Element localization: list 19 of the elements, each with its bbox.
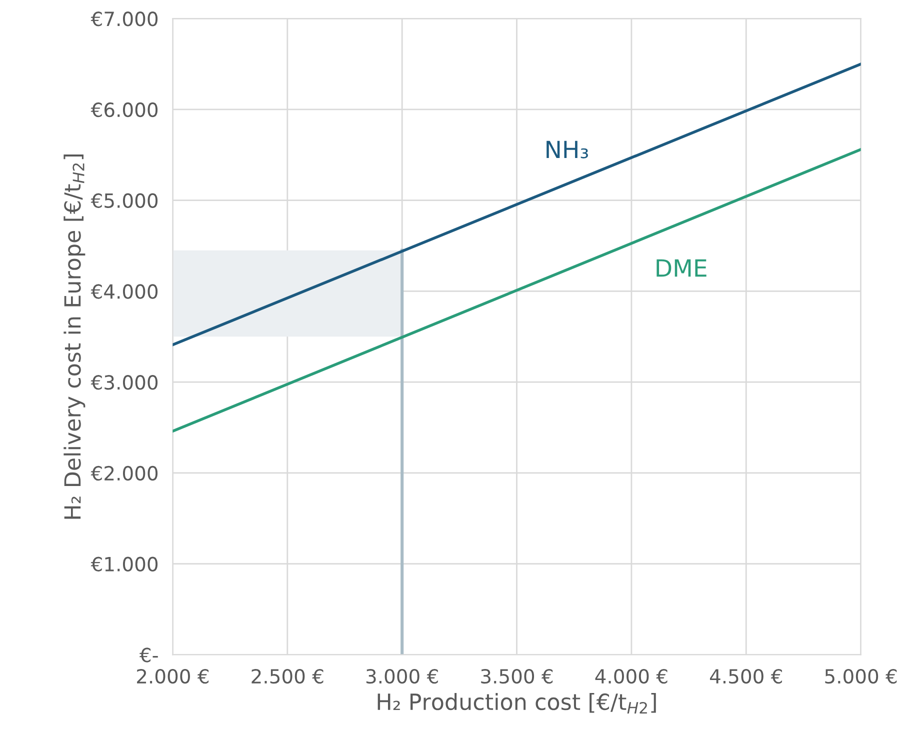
x-tick-label: 2.500 € [252,668,324,684]
y-axis-title: H₂ Delivery cost in Europe [€/t$_{H2}$] [64,154,86,519]
y-tick-label: €1.000 [90,556,158,572]
x-tick-label: 3.500 € [481,668,553,684]
y-tick-label: €- [139,648,158,662]
series-label: NH₃ [546,140,588,158]
x-tick-label: 4.500 € [710,668,782,684]
y-tick-label: €4.000 [90,284,158,299]
series-label: DME [656,259,706,277]
x-tick-label: 4.000 € [595,668,668,684]
y-tick-label: €6.000 [90,102,158,118]
x-tick-label: 5.000 € [825,668,897,684]
y-tick-label: €7.000 [90,12,158,26]
y-tick-label: €3.000 [90,375,158,390]
y-tick-label: €5.000 [90,193,158,208]
x-axis-title: H₂ Production cost [€/t$_{H2}$] [378,692,656,714]
y-tick-label: €2.000 [90,466,158,481]
x-tick-label: 2.000 € [137,668,209,684]
x-tick-label: 3.000 € [366,668,438,684]
